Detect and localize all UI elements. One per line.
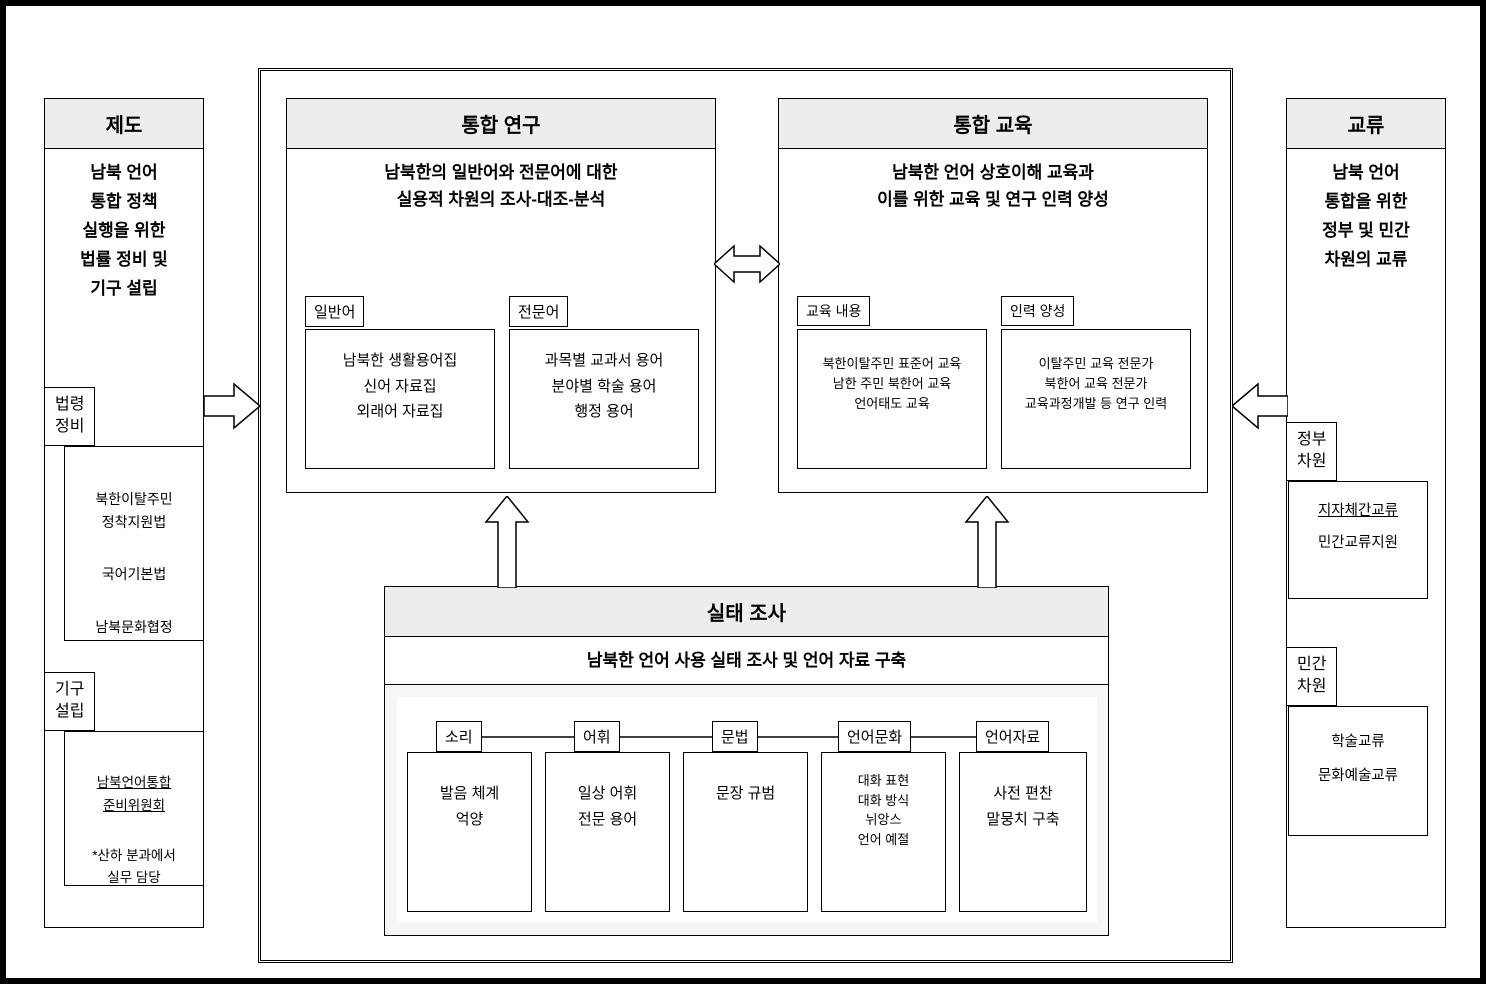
- survey-panel: 실태 조사 남북한 언어 사용 실태 조사 및 언어 자료 구축 소리 발음 체…: [384, 586, 1109, 936]
- left-desc: 남북 언어 통합 정책 실행을 위한 법률 정비 및 기구 설립: [45, 149, 203, 313]
- survey-title: 실태 조사: [385, 587, 1108, 637]
- research-title: 통합 연구: [287, 99, 715, 149]
- survey-col-0-items: 발음 체계 억양: [408, 753, 531, 832]
- survey-col-3: 언어문화 대화 표현 대화 방식 뉘앙스 언어 예절: [821, 752, 946, 912]
- education-panel: 통합 교육 남북한 언어 상호이해 교육과 이를 위한 교육 및 연구 인력 양…: [778, 98, 1208, 493]
- survey-col-2: 문법 문장 규범: [683, 752, 808, 912]
- right-group1: 정부 차원 지자체간교류 민간교류지원: [1288, 481, 1428, 599]
- research-box2-items: 과목별 교과서 용어 분야별 학술 용어 행정 용어: [510, 330, 698, 425]
- education-box1-tag: 교육 내용: [797, 296, 870, 326]
- right-group2: 민간 차원 학술교류 문화예술교류: [1288, 706, 1428, 836]
- research-panel: 통합 연구 남북한의 일반어와 전문어에 대한 실용적 차원의 조사-대조-분석…: [286, 98, 716, 493]
- arrow-left-to-center: [204, 376, 260, 436]
- education-box1: 교육 내용 북한이탈주민 표준어 교육 남한 주민 북한어 교육 언어태도 교육: [797, 329, 987, 469]
- research-box2: 전문어 과목별 교과서 용어 분야별 학술 용어 행정 용어: [509, 329, 699, 469]
- arrow-right-to-center: [1232, 376, 1288, 436]
- education-box2-items: 이탈주민 교육 전문가 북한어 교육 전문가 교육과정개발 등 연구 인력: [1002, 330, 1190, 414]
- survey-col-1-tag: 어휘: [574, 721, 620, 752]
- survey-col-2-tag: 문법: [712, 721, 758, 752]
- education-box2-tag: 인력 양성: [1001, 296, 1074, 326]
- arrow-bidirectional-icon: [714, 236, 780, 292]
- education-box1-items: 북한이탈주민 표준어 교육 남한 주민 북한어 교육 언어태도 교육: [798, 330, 986, 414]
- left-group1-items: 북한이탈주민 정착지원법 국어기본법 남북문화협정: [65, 447, 203, 668]
- survey-col-4: 언어자료 사전 편찬 말뭉치 구축: [959, 752, 1087, 912]
- left-group1: 법령 정비 북한이탈주민 정착지원법 국어기본법 남북문화협정: [64, 446, 204, 641]
- research-sub: 남북한의 일반어와 전문어에 대한 실용적 차원의 조사-대조-분석: [287, 149, 715, 223]
- survey-col-1-items: 일상 어휘 전문 용어: [546, 753, 669, 832]
- survey-col-4-tag: 언어자료: [976, 721, 1049, 752]
- left-group2-items: 남북언어통합 준비위원회 *산하 분과에서 실무 담당: [65, 732, 203, 918]
- right-group2-items: 학술교류 문화예술교류: [1289, 707, 1427, 795]
- right-desc: 남북 언어 통합을 위한 정부 및 민간 차원의 교류: [1287, 149, 1445, 285]
- diagram-canvas: 제도 남북 언어 통합 정책 실행을 위한 법률 정비 및 기구 설립 법령 정…: [0, 0, 1486, 984]
- research-box1-items: 남북한 생활용어집 신어 자료집 외래어 자료집: [306, 330, 494, 425]
- survey-col-2-items: 문장 규범: [684, 753, 807, 807]
- left-group2: 기구 설립 남북언어통합 준비위원회 *산하 분과에서 실무 담당: [64, 731, 204, 886]
- research-box2-tag: 전문어: [509, 296, 568, 327]
- right-group1-items: 지자체간교류 민간교류지원: [1289, 482, 1427, 562]
- research-box1: 일반어 남북한 생활용어집 신어 자료집 외래어 자료집: [305, 329, 495, 469]
- survey-col-4-items: 사전 편찬 말뭉치 구축: [960, 753, 1086, 832]
- right-group2-tag: 민간 차원: [1286, 647, 1337, 706]
- survey-col-1: 어휘 일상 어휘 전문 용어: [545, 752, 670, 912]
- education-title: 통합 교육: [779, 99, 1207, 149]
- survey-sub: 남북한 언어 사용 실태 조사 및 언어 자료 구축: [385, 637, 1108, 685]
- left-group2-tag: 기구 설립: [44, 672, 95, 731]
- research-box1-tag: 일반어: [305, 296, 364, 327]
- survey-col-3-tag: 언어문화: [838, 721, 911, 752]
- arrow-up-right-icon: [962, 496, 1012, 588]
- right-title: 교류: [1287, 99, 1445, 149]
- left-group1-tag: 법령 정비: [44, 387, 95, 446]
- education-box2: 인력 양성 이탈주민 교육 전문가 북한어 교육 전문가 교육과정개발 등 연구…: [1001, 329, 1191, 469]
- survey-col-0: 소리 발음 체계 억양: [407, 752, 532, 912]
- survey-col-0-tag: 소리: [436, 721, 482, 752]
- left-title: 제도: [45, 99, 203, 149]
- survey-col-3-items: 대화 표현 대화 방식 뉘앙스 언어 예절: [822, 753, 945, 849]
- right-group1-tag: 정부 차원: [1286, 422, 1337, 481]
- education-sub: 남북한 언어 상호이해 교육과 이를 위한 교육 및 연구 인력 양성: [779, 149, 1207, 223]
- arrow-up-left-icon: [482, 496, 532, 588]
